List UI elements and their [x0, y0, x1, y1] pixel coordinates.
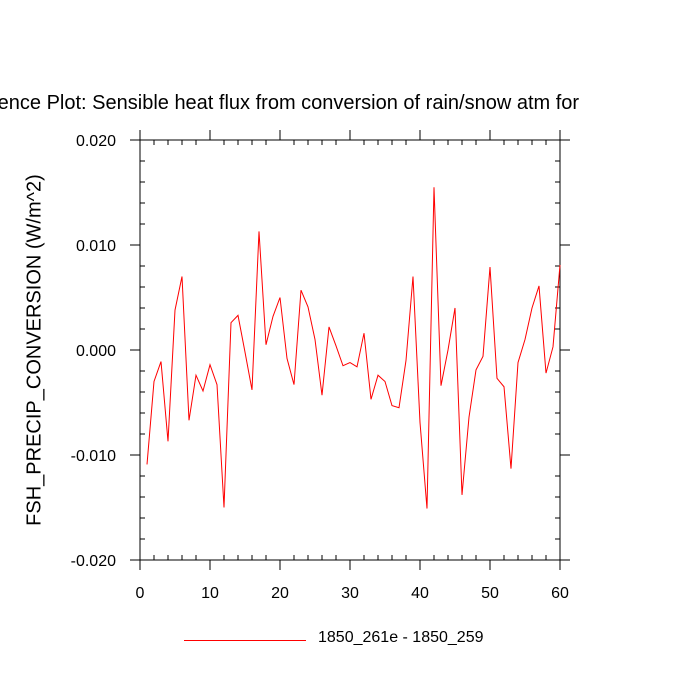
- x-tick-label: 30: [341, 585, 359, 602]
- y-tick-labels: -0.020 -0.010 0.000 0.010 0.020: [71, 133, 116, 570]
- axis-ticks: [130, 130, 570, 570]
- x-tick-labels: 0 10 20 30 40 50 60: [136, 585, 569, 602]
- x-tick-label: 60: [551, 585, 569, 602]
- x-tick-label: 20: [271, 585, 289, 602]
- x-tick-label: 50: [481, 585, 499, 602]
- x-tick-label: 10: [201, 585, 219, 602]
- chart-title-text: rence Plot: Sensible heat flux from conv…: [0, 92, 580, 114]
- y-axis-label: FSH_PRECIP_CONVERSION (W/m^2): [23, 174, 46, 526]
- legend-line-swatch: [184, 640, 306, 641]
- chart-title: rence Plot: Sensible heat flux from conv…: [0, 92, 700, 124]
- y-tick-label: 0.010: [76, 238, 116, 255]
- series-line: [146, 187, 561, 509]
- x-tick-label: 40: [411, 585, 429, 602]
- legend-label: 1850_261e - 1850_259: [318, 629, 484, 646]
- y-tick-label: 0.000: [76, 343, 116, 360]
- y-tick-label: 0.020: [76, 133, 116, 150]
- y-tick-label: -0.020: [71, 553, 116, 570]
- y-tick-label: -0.010: [71, 448, 116, 465]
- x-tick-label: 0: [136, 585, 145, 602]
- plot-frame: [139, 139, 561, 561]
